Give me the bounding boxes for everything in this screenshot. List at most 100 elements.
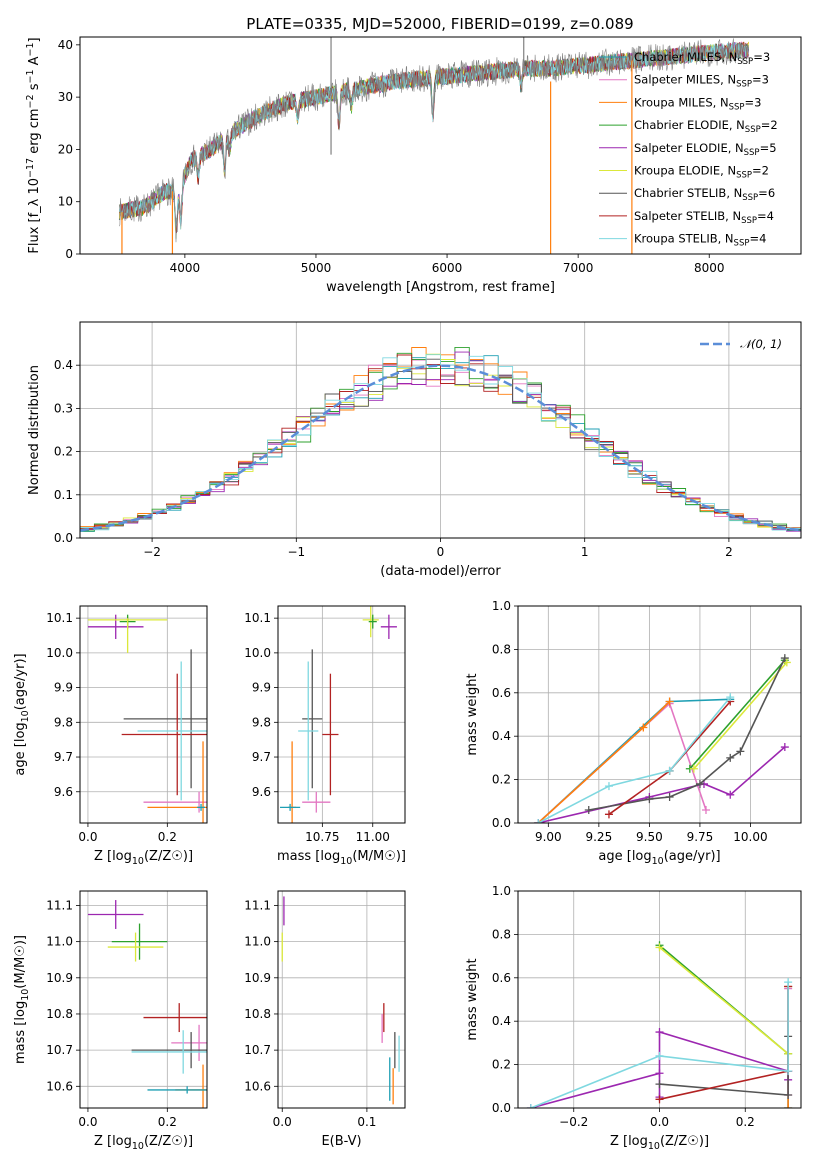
y-tick-label: 1.0 [492,599,511,613]
x-tick-label: 0.0 [650,1115,669,1129]
series-marker [784,1090,793,1099]
series-marker [655,1080,664,1089]
y-axis-label: mass [log10(M/M☉)] [13,935,31,1064]
series-marker [726,693,735,702]
errorbar-point [111,923,168,960]
legend-entry: Kroupa MILES, NSSP=3 [634,95,761,112]
y-tick-label: 11.1 [46,898,73,912]
age-vs-Z-plot-area [87,614,207,823]
x-tick-label: 0.1 [357,1115,376,1129]
y-tick-label: 0.0 [492,816,511,830]
residuals-plot-area [80,346,801,532]
y-tick-label: 0.4 [54,358,73,372]
series-marker [534,819,543,823]
y-tick-label: 0.2 [54,445,73,459]
weight-vs-age-frame [517,605,802,824]
y-tick-label: 10.7 [46,1043,73,1057]
x-tick-label: −1 [287,545,305,559]
y-tick-label: 9.7 [252,750,271,764]
errorbar-point [87,614,144,639]
series-line [530,982,789,1108]
x-tick-label: 9.25 [585,830,612,844]
x-axis-label: E(B-V) [321,1134,361,1149]
y-tick-label: 10.6 [244,1079,271,1093]
x-tick-label: 10.75 [305,830,339,844]
y-axis-label: mass weight [465,958,480,1040]
y-tick-label: 0.6 [492,971,511,985]
y-tick-label: 0.2 [492,773,511,787]
y-tick-label: 0.0 [54,531,73,545]
series-line [693,661,788,770]
errorbar-point [143,791,207,813]
age-vs-Z-axes: 0.0 0.2 9.6 9.7 9.8 9.9 10.0 10.1 Z [log10(Z/Z☉)… [13,605,208,867]
figure-title: PLATE=0335, MJD=52000, FIBERID=0199, z=0… [246,15,633,33]
errorbar-point [298,661,319,801]
errorbar-point [171,1024,207,1061]
series-line [659,986,789,1101]
y-axis-label: mass weight [465,673,480,755]
y-tick-label: 0.4 [492,1014,511,1028]
series-marker [782,658,791,667]
y-tick-label: 9.9 [54,681,73,695]
x-axis-label: wavelength [Angstrom, rest frame] [326,280,555,295]
legend-entry: Chabrier ELODIE, NSSP=2 [634,118,778,135]
x-tick-label: 0.2 [158,1115,177,1129]
series-marker [665,766,674,775]
series-marker [784,978,793,987]
y-tick-label: 0.6 [492,686,511,700]
spectrum-model-line [119,41,749,233]
series-line [530,1072,660,1108]
errorbar-point [143,1003,207,1033]
weight-vs-Z-plot-area [526,941,793,1108]
spectrum-model-line [118,42,749,233]
series-marker [726,790,735,799]
legend-entry: Kroupa STELIB, NSSP=4 [634,232,766,249]
y-tick-label: 11.0 [244,935,271,949]
x-tick-label: 5000 [301,261,332,275]
y-tick-label: 10.9 [46,971,73,985]
y-tick-label: 10.1 [244,611,271,625]
x-tick-label: −2 [143,545,161,559]
x-tick-label: 2 [725,545,733,559]
y-tick-label: 10.8 [46,1007,73,1021]
series-marker [780,743,789,752]
x-axis-label: Z [log10(Z/Z☉)] [94,1134,193,1152]
x-axis-label: Z [log10(Z/Z☉)] [94,849,193,867]
series-line [538,746,786,823]
series-marker [701,805,710,814]
mass-vs-Z-plot-area [87,900,207,1108]
y-tick-label: 0.8 [492,927,511,941]
y-tick-label: 10.6 [46,1079,73,1093]
errorbar-point [197,803,206,811]
y-tick-label: 10 [58,195,73,209]
y-axis-label: Flux [f_λ 10−17 erg cm−2 s−1 A−1] [25,37,42,253]
x-tick-label: 0.2 [736,1115,755,1129]
y-tick-label: 10.0 [46,646,73,660]
errorbar-point [137,661,207,801]
errorbar-point [147,1086,207,1094]
y-tick-label: 9.6 [54,785,73,799]
errorbar-point [107,932,164,962]
y-tick-label: 0.3 [54,401,73,415]
normal-curve [80,364,801,532]
series-marker [655,943,664,952]
y-tick-label: 10.0 [244,646,271,660]
series-marker [689,764,698,773]
legend-entry: 𝒩(0, 1) [740,337,782,351]
series-marker [655,1028,664,1037]
x-tick-label: 6000 [432,261,463,275]
y-tick-label: 11.1 [244,898,271,912]
y-tick-label: 30 [58,90,73,104]
errorbar-point [131,1032,207,1069]
x-axis-label: Z [log10(Z/Z☉)] [610,1134,709,1152]
y-axis-label: Normed distribution [27,365,42,495]
series-marker [665,697,674,706]
series-marker [784,1067,793,1076]
mass-vs-ebv-frame [277,890,406,1109]
x-tick-label: 8000 [694,261,725,275]
errorbar-point [368,614,377,629]
spectrum-axes: 4000 5000 6000 7000 8000 0 10 20 30 40 wavelength … [25,36,802,295]
mass-vs-Z-frame [79,890,208,1109]
series-marker [780,654,789,663]
